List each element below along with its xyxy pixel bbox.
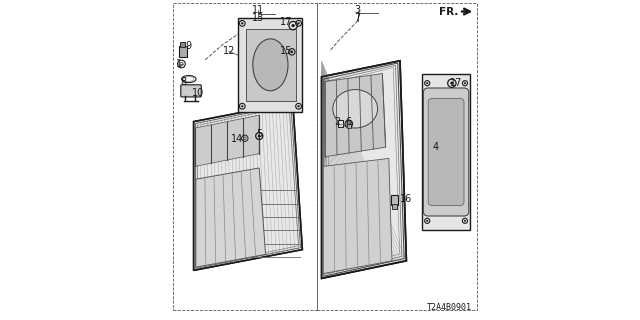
Text: 3: 3 [355, 5, 361, 15]
Circle shape [298, 22, 300, 25]
Bar [180, 42, 185, 47]
Text: 15: 15 [280, 46, 292, 56]
Text: 5: 5 [256, 129, 262, 140]
Ellipse shape [253, 39, 288, 91]
FancyBboxPatch shape [428, 99, 464, 205]
Circle shape [258, 135, 260, 137]
Bar [338, 120, 344, 127]
Bar [347, 124, 351, 128]
Polygon shape [323, 158, 392, 274]
Circle shape [464, 220, 466, 222]
Polygon shape [195, 115, 259, 166]
Text: 9: 9 [185, 41, 191, 52]
Circle shape [426, 82, 428, 84]
Polygon shape [325, 74, 385, 157]
Text: 16: 16 [399, 194, 412, 204]
Ellipse shape [333, 90, 378, 128]
Bar [391, 195, 398, 205]
Circle shape [451, 82, 453, 85]
Polygon shape [322, 61, 406, 278]
Polygon shape [196, 168, 266, 267]
Circle shape [241, 105, 243, 108]
Text: 8: 8 [180, 76, 186, 87]
Text: 6: 6 [345, 116, 351, 127]
Polygon shape [246, 29, 296, 101]
Text: 12: 12 [223, 46, 235, 56]
Text: 17: 17 [280, 17, 292, 28]
Circle shape [291, 51, 293, 53]
Text: 10: 10 [192, 88, 205, 98]
Polygon shape [239, 18, 302, 112]
Circle shape [298, 105, 300, 108]
Circle shape [345, 120, 353, 128]
Circle shape [241, 22, 243, 25]
FancyBboxPatch shape [181, 85, 201, 97]
FancyBboxPatch shape [424, 88, 468, 216]
Text: 7: 7 [355, 12, 361, 23]
Text: 1: 1 [176, 59, 182, 69]
Text: T2A4B0901: T2A4B0901 [427, 303, 472, 312]
Text: 14: 14 [230, 134, 243, 144]
Text: 13: 13 [252, 12, 264, 23]
Bar [173, 3, 317, 310]
Text: 17: 17 [450, 78, 462, 88]
Text: 11: 11 [252, 4, 264, 15]
Circle shape [464, 82, 466, 84]
Text: 4: 4 [433, 142, 439, 152]
Bar [179, 46, 187, 57]
Polygon shape [422, 74, 470, 230]
Text: FR.: FR. [439, 7, 458, 17]
Circle shape [426, 220, 428, 222]
Text: 2: 2 [335, 116, 340, 127]
Polygon shape [193, 102, 302, 270]
Circle shape [292, 24, 294, 27]
Bar [317, 3, 477, 310]
Bar [392, 204, 397, 209]
